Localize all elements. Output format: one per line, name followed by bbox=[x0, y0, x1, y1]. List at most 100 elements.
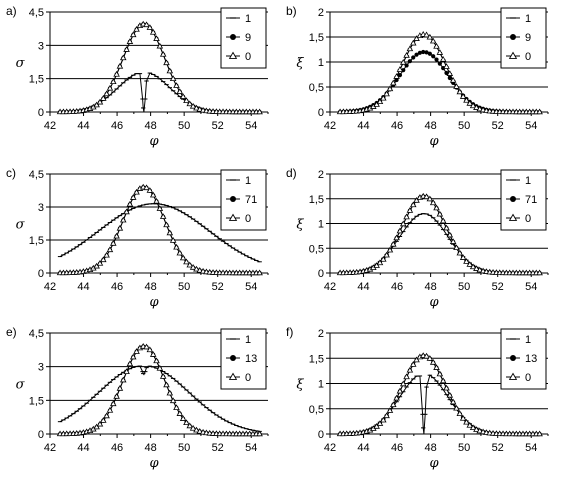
data-point bbox=[126, 38, 134, 44]
series-0 bbox=[56, 20, 263, 115]
data-point bbox=[129, 353, 137, 360]
panel-label: d) bbox=[286, 166, 297, 180]
data-point bbox=[429, 37, 437, 44]
x-tick-label: 48 bbox=[144, 120, 156, 132]
legend-label: 13 bbox=[245, 353, 257, 365]
x-tick-label: 48 bbox=[144, 281, 156, 293]
data-point bbox=[446, 231, 454, 238]
y-tick-label: 4,5 bbox=[29, 7, 44, 19]
data-point bbox=[109, 240, 117, 246]
data-point bbox=[113, 70, 120, 77]
data-point bbox=[413, 197, 420, 203]
y-tick-label: 0 bbox=[318, 268, 324, 280]
data-point bbox=[113, 232, 120, 239]
data-point bbox=[433, 364, 440, 370]
panel-label: f) bbox=[286, 325, 293, 339]
data-point bbox=[193, 104, 200, 111]
data-point bbox=[409, 39, 417, 46]
data-point bbox=[386, 246, 394, 253]
data-point bbox=[459, 254, 467, 260]
data-point bbox=[183, 419, 190, 426]
data-point bbox=[421, 49, 426, 55]
legend-box bbox=[500, 169, 547, 231]
x-tick-label: 50 bbox=[178, 120, 190, 132]
series-1 bbox=[57, 365, 262, 432]
data-point bbox=[536, 269, 543, 276]
data-point bbox=[133, 188, 140, 195]
x-tick-label: 42 bbox=[324, 120, 336, 132]
data-point bbox=[173, 404, 180, 411]
x-tick-label: 54 bbox=[245, 281, 257, 293]
x-tick-label: 42 bbox=[324, 281, 336, 293]
x-tick-label: 50 bbox=[178, 442, 190, 454]
y-tick-label: 3 bbox=[38, 40, 44, 52]
data-point bbox=[176, 88, 184, 94]
data-point bbox=[439, 56, 447, 62]
data-point bbox=[123, 208, 130, 215]
data-point bbox=[149, 28, 157, 35]
data-point bbox=[103, 412, 110, 419]
data-point bbox=[166, 67, 174, 74]
x-tick-label: 48 bbox=[424, 281, 436, 293]
legend-label: 71 bbox=[525, 194, 537, 206]
x-tick-label: 54 bbox=[525, 442, 537, 454]
y-tick-label: 1,5 bbox=[29, 74, 44, 86]
data-point bbox=[129, 31, 137, 38]
data-point bbox=[380, 94, 387, 101]
x-tick-label: 52 bbox=[492, 120, 504, 132]
x-tick-label: 46 bbox=[391, 120, 403, 132]
data-point bbox=[423, 193, 430, 200]
data-point bbox=[256, 269, 263, 276]
x-axis-label: φ bbox=[149, 134, 159, 149]
y-tick-label: 3 bbox=[38, 202, 44, 214]
data-point bbox=[256, 108, 263, 115]
data-point bbox=[143, 184, 150, 191]
data-point bbox=[123, 368, 130, 375]
data-point bbox=[386, 407, 394, 413]
y-tick-label: 1 bbox=[318, 57, 324, 69]
data-point bbox=[426, 355, 434, 361]
y-tick-label: 2 bbox=[318, 328, 324, 340]
data-point bbox=[163, 221, 170, 228]
data-point bbox=[449, 238, 457, 244]
legend-label: 0 bbox=[245, 213, 251, 225]
data-point bbox=[386, 85, 394, 92]
data-point bbox=[383, 90, 390, 97]
data-point bbox=[196, 105, 204, 112]
x-tick-label: 54 bbox=[525, 120, 537, 132]
data-point bbox=[406, 45, 414, 52]
data-point bbox=[163, 59, 170, 66]
data-point bbox=[436, 210, 444, 217]
data-point bbox=[473, 104, 480, 110]
legend-label: 9 bbox=[245, 32, 251, 44]
y-tick-label: 0 bbox=[38, 429, 44, 441]
data-point bbox=[456, 88, 464, 95]
series-0 bbox=[56, 183, 263, 276]
data-point bbox=[459, 93, 467, 99]
y-tick-label: 3 bbox=[38, 362, 44, 374]
x-tick-label: 54 bbox=[245, 120, 257, 132]
legend-marker bbox=[508, 372, 518, 380]
data-point bbox=[146, 24, 154, 30]
y-tick-label: 0,5 bbox=[309, 404, 324, 416]
legend-marker bbox=[230, 196, 236, 202]
y-tick-label: 0,5 bbox=[309, 82, 324, 94]
legend-label: 71 bbox=[245, 194, 257, 206]
data-point bbox=[436, 49, 444, 55]
x-tick-label: 42 bbox=[44, 281, 56, 293]
y-tick-label: 1 bbox=[318, 379, 324, 391]
data-point bbox=[383, 412, 390, 419]
legend: 1 9 0 bbox=[220, 7, 267, 69]
y-tick-label: 1,5 bbox=[309, 32, 324, 44]
y-tick-label: 2 bbox=[318, 7, 324, 19]
data-point bbox=[176, 249, 184, 256]
data-point bbox=[173, 243, 180, 250]
data-point bbox=[439, 377, 447, 384]
data-point bbox=[179, 93, 187, 99]
data-point bbox=[426, 195, 434, 202]
data-point bbox=[466, 100, 474, 106]
data-point bbox=[376, 259, 384, 266]
legend-label: 0 bbox=[245, 372, 251, 384]
data-point bbox=[96, 98, 104, 105]
